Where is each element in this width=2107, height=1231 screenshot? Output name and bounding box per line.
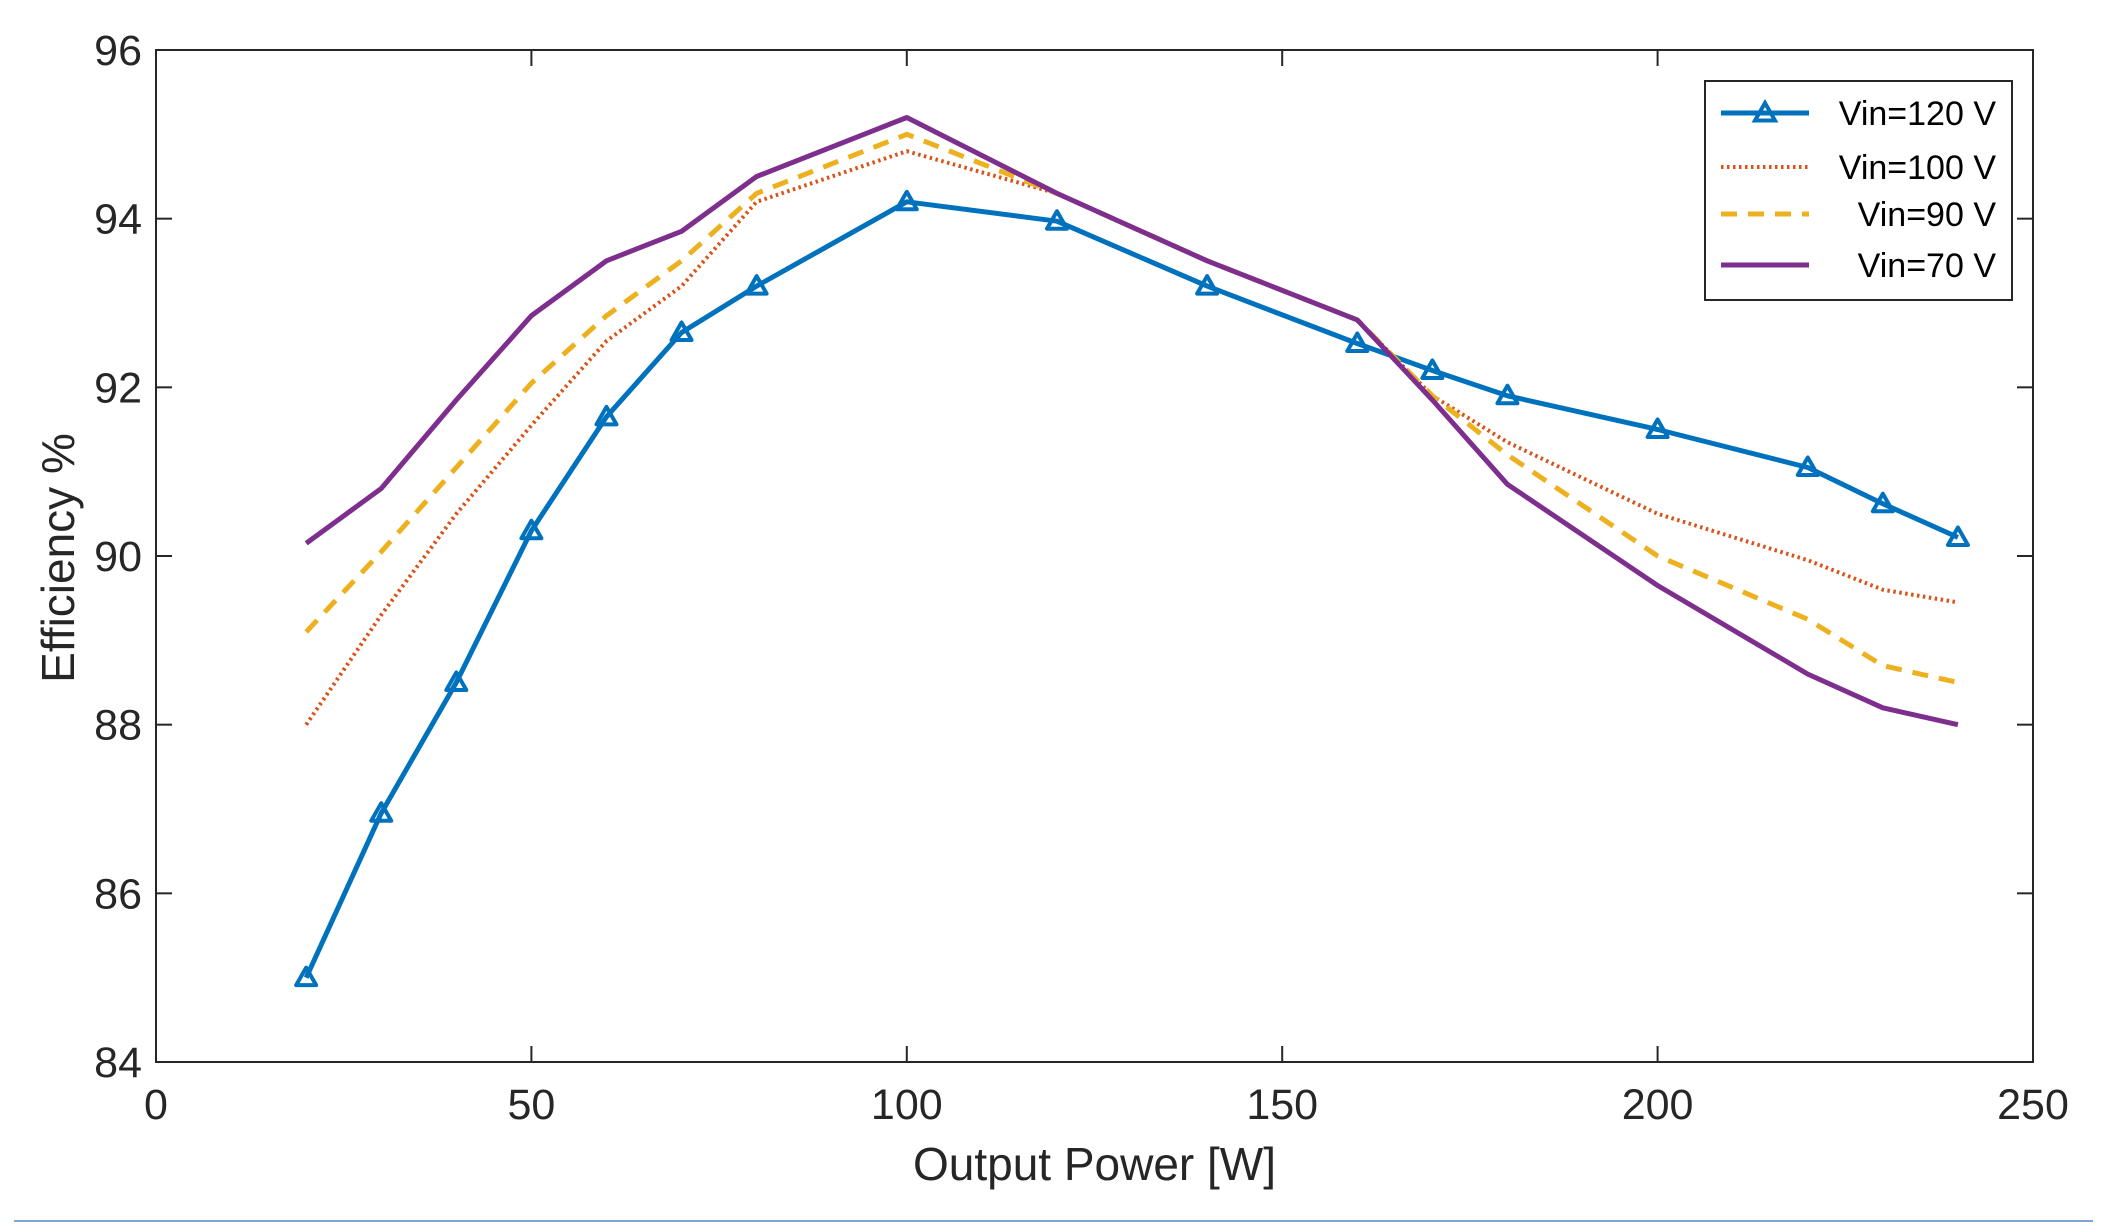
y-tick-label: 84 (94, 1039, 142, 1087)
series-1-marker (894, 189, 919, 212)
x-tick-label: 200 (1622, 1081, 1694, 1129)
series-1-marker (369, 801, 394, 823)
axes-layer: 0 50 100 150 200 250 84 86 88 90 92 94 96 (94, 27, 2069, 1129)
series-1-marker (1420, 358, 1445, 380)
series-1-marker (519, 518, 544, 541)
series-1-marker (744, 274, 769, 296)
x-tick-label: 100 (871, 1081, 943, 1129)
y-tick-label: 94 (94, 196, 142, 244)
series-1-marker (1795, 455, 1820, 477)
series-1-marker (1044, 209, 1069, 231)
legend: Vin=120 V Vin=100 V Vin=90 V Vin=70 V (1704, 80, 2013, 301)
legend-label-1: Vin=120 V (1839, 95, 1997, 133)
y-tick-label: 96 (94, 27, 142, 75)
y-tick-label: 88 (94, 702, 142, 750)
series-line-1 (303, 199, 1959, 979)
y-tick-label: 92 (94, 364, 142, 412)
series-1-marker (444, 670, 469, 692)
series-1-marker (1195, 274, 1220, 296)
series-1-marker (294, 965, 319, 988)
y-axis-title: Efficiency % (32, 433, 84, 683)
series-1-marker (669, 320, 694, 343)
y-tick-label: 90 (94, 533, 142, 581)
legend-label-3: Vin=90 V (1858, 196, 1997, 234)
x-tick-label: 0 (144, 1081, 168, 1129)
legend-marker-1 (1751, 98, 1779, 123)
legend-label-4: Vin=70 V (1858, 247, 1997, 285)
x-axis-title: Output Power [W] (913, 1138, 1276, 1190)
x-tick-label: 50 (507, 1081, 555, 1129)
legend-label-2: Vin=100 V (1839, 149, 1997, 187)
x-tick-label: 250 (1997, 1081, 2069, 1129)
series-1-marker (594, 404, 619, 427)
y-tick-label: 86 (94, 870, 142, 918)
series-line-4 (304, 115, 1959, 728)
x-tick-label: 150 (1246, 1081, 1318, 1129)
series-1-marker (1345, 331, 1370, 353)
series-1-marker (1495, 383, 1520, 406)
series-1-marker (1870, 491, 1895, 514)
series-1-marker (1645, 417, 1670, 439)
series-layer (294, 115, 1970, 988)
series-1-marker (1945, 525, 1970, 547)
